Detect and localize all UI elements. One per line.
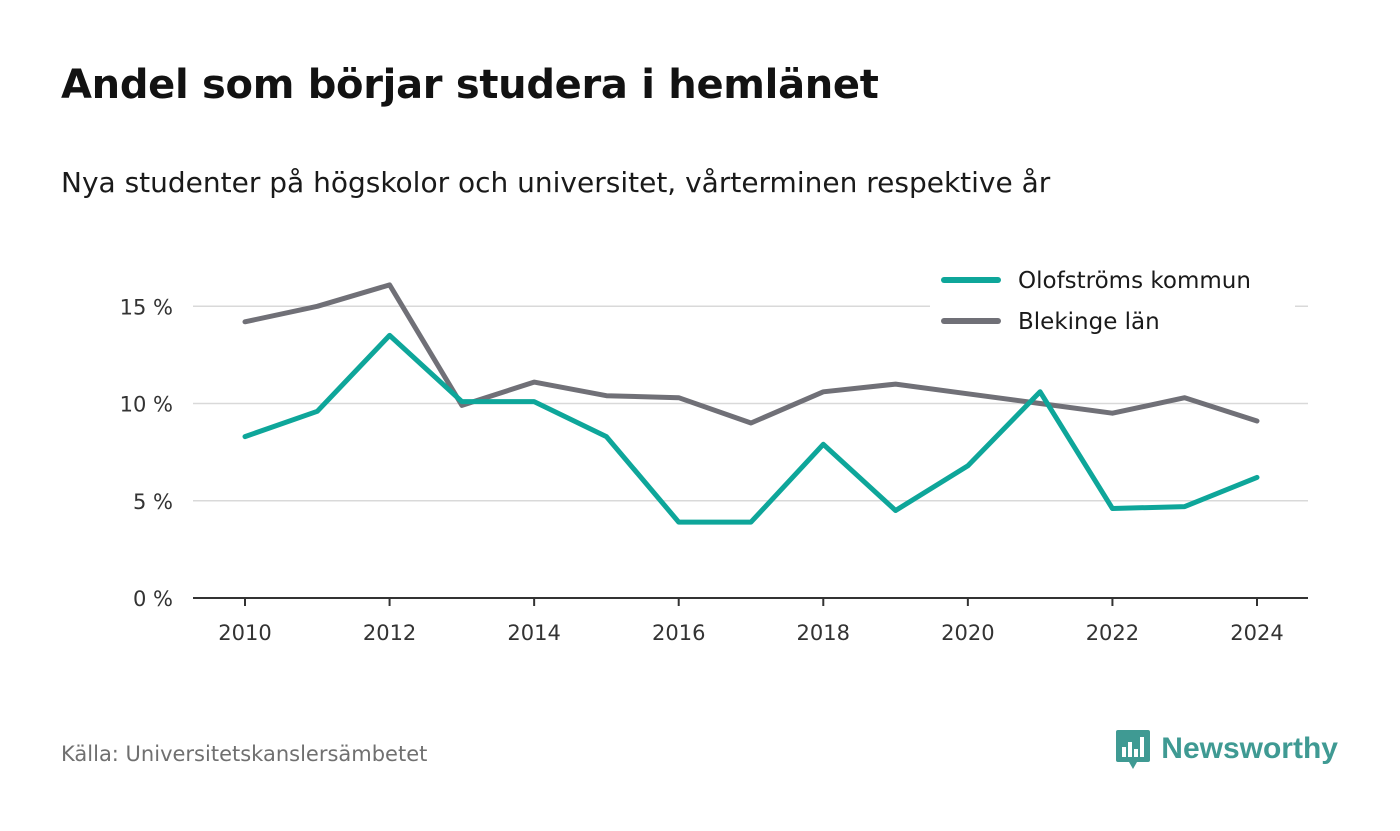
x-axis-ticks: 2010 2012 2014 2016 2018 2020 2022 2024 <box>193 597 1308 645</box>
source-note: Källa: Universitetskanslersämbetet <box>61 742 428 766</box>
y-tick-label: 10 % <box>120 393 173 417</box>
brand-name: Newsworthy <box>1161 732 1338 765</box>
x-tick-label: 2022 <box>1086 621 1139 645</box>
y-axis-ticks: 0 % 5 % 10 % 15 % <box>120 295 173 611</box>
y-tick-label: 15 % <box>120 295 173 319</box>
y-tick-label: 0 % <box>133 587 173 611</box>
legend-background <box>930 262 1295 346</box>
brand-logo: Newsworthy <box>1115 728 1338 770</box>
x-tick-label: 2012 <box>363 621 416 645</box>
x-tick-label: 2020 <box>941 621 994 645</box>
legend-label: Blekinge län <box>1018 309 1160 335</box>
chart-subtitle: Nya studenter på högskolor och universit… <box>61 166 1051 199</box>
chart-title: Andel som börjar studera i hemlänet <box>61 62 879 108</box>
y-tick-label: 5 % <box>133 490 173 514</box>
series-line-olofstrom <box>242 332 1260 525</box>
x-tick-label: 2018 <box>797 621 850 645</box>
x-tick-label: 2010 <box>218 621 271 645</box>
x-tick-label: 2016 <box>652 621 705 645</box>
newsworthy-logo-icon <box>1116 730 1151 769</box>
series-lines <box>242 282 1260 525</box>
legend: Olofströms kommun Blekinge län <box>930 262 1295 346</box>
legend-label: Olofströms kommun <box>1018 268 1251 294</box>
x-tick-label: 2014 <box>507 621 560 645</box>
series-line-blekinge <box>242 282 1260 426</box>
line-chart: 0 %5 %10 %15 % 2010 2012 2014 2016 2018 2020 2… <box>119 262 1308 645</box>
x-tick-label: 2024 <box>1230 621 1283 645</box>
